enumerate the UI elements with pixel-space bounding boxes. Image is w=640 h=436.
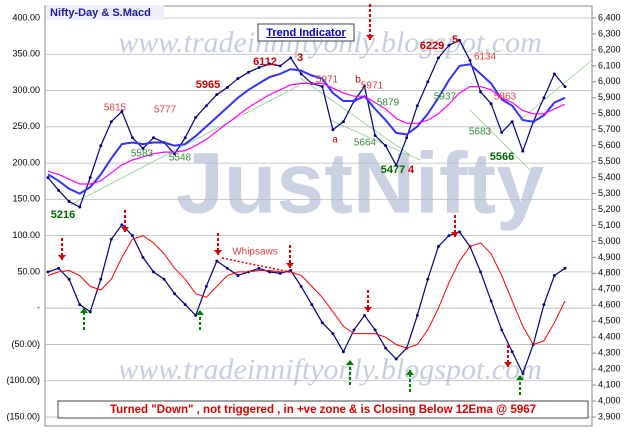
arrow-head: [80, 308, 88, 313]
y-tick-label: (100.00): [6, 375, 40, 385]
y-tick-label: 400.00: [12, 12, 40, 22]
annotation: b: [355, 75, 361, 86]
annotation: 5216: [51, 209, 75, 221]
y2-tick-label: 6,100: [598, 60, 621, 70]
subtitle-box: [257, 23, 355, 42]
annotation: 5937: [434, 92, 457, 103]
y2-tick-label: 5,200: [598, 204, 621, 214]
whipsaw-line: [221, 257, 291, 273]
arrow-head: [214, 250, 222, 255]
arrow-head: [196, 310, 204, 315]
annotation: 5664: [354, 138, 377, 149]
y2-tick-label: 5,300: [598, 188, 621, 198]
y2-tick-label: 4,300: [598, 348, 621, 358]
plot-frame: [44, 5, 593, 427]
annotation: 6229: [420, 40, 444, 52]
y-tick-label: 150.00: [12, 194, 40, 204]
annotation: a: [332, 135, 338, 146]
series-line: [47, 82, 566, 185]
y2-tick-label: 6,200: [598, 44, 621, 54]
arrow-head: [121, 227, 129, 232]
y-tick-label: 350.00: [12, 49, 40, 59]
footer-box: [57, 400, 589, 419]
arrow-head: [516, 375, 524, 380]
y2-tick-label: 5,100: [598, 220, 621, 230]
y2-tick-label: 6,300: [598, 28, 621, 38]
annotation: 3: [297, 52, 303, 64]
annotation: 5815: [104, 103, 127, 114]
annotation: 5477: [381, 164, 405, 176]
y-tick-label: 300.00: [12, 85, 40, 95]
series-line: [47, 235, 566, 349]
annotation: 6112: [253, 56, 277, 68]
footer: Turned "Down" , not triggered , in +ve z…: [110, 404, 536, 416]
y2-tick-label: 5,500: [598, 156, 621, 166]
y2-tick-label: 5,800: [598, 108, 621, 118]
annotation: 5971: [316, 75, 339, 86]
annotation: 5: [452, 34, 458, 46]
annotation: 5566: [490, 151, 514, 163]
arrow-head: [58, 255, 66, 260]
y2-tick-label: 6,400: [598, 12, 621, 22]
annotation: 5863: [494, 92, 517, 103]
annotation: 5777: [154, 105, 177, 116]
annotation: 5879: [377, 98, 400, 109]
y2-tick-label: 4,200: [598, 363, 621, 373]
y2-tick-label: 4,000: [598, 395, 621, 405]
y2-tick-label: 5,900: [598, 92, 621, 102]
title-box: [46, 5, 164, 20]
annotation: 5965: [196, 79, 220, 91]
arrow-head: [286, 263, 294, 268]
annotation: 5683: [469, 127, 492, 138]
y-tick-label: 200.00: [12, 157, 40, 167]
y-tick-label: -: [37, 303, 40, 313]
annotation: Whipsaws: [232, 247, 278, 258]
y2-tick-label: 4,100: [598, 379, 621, 389]
y2-tick-label: 5,400: [598, 172, 621, 182]
annotation: 5971: [361, 81, 384, 92]
y2-tick-label: 5,000: [598, 236, 621, 246]
y2-tick-label: 5,600: [598, 140, 621, 150]
y-tick-label: 250.00: [12, 121, 40, 131]
annotation: 6134: [474, 52, 497, 63]
subtitle: Trend Indicator: [266, 27, 346, 39]
arrow-head: [504, 362, 512, 367]
y2-tick-label: 4,600: [598, 300, 621, 310]
y2-tick-label: 3,900: [598, 411, 621, 421]
annotation: 4: [408, 164, 415, 176]
y-tick-label: 50.00: [17, 266, 40, 276]
arrow-head: [364, 307, 372, 312]
chart-title: Nifty-Day & S.Macd: [50, 7, 151, 19]
y2-tick-label: 4,400: [598, 332, 621, 342]
y2-tick-label: 6,000: [598, 76, 621, 86]
annotation: 5548: [169, 153, 192, 164]
y2-tick-label: 4,500: [598, 316, 621, 326]
series-line: [47, 63, 566, 195]
y-tick-label: 100.00: [12, 230, 40, 240]
y-tick-label: (50.00): [11, 339, 40, 349]
annotation: 5583: [131, 149, 154, 160]
y2-tick-label: 4,900: [598, 252, 621, 262]
y2-tick-label: 5,700: [598, 124, 621, 134]
series-line: [46, 223, 567, 376]
arrow-head: [451, 232, 459, 237]
arrow-head: [406, 370, 414, 375]
y2-tick-label: 4,700: [598, 284, 621, 294]
y-tick-label: (150.00): [6, 411, 40, 421]
arrow-head: [366, 35, 374, 40]
arrow-head: [346, 360, 354, 365]
y2-tick-label: 4,800: [598, 268, 621, 278]
